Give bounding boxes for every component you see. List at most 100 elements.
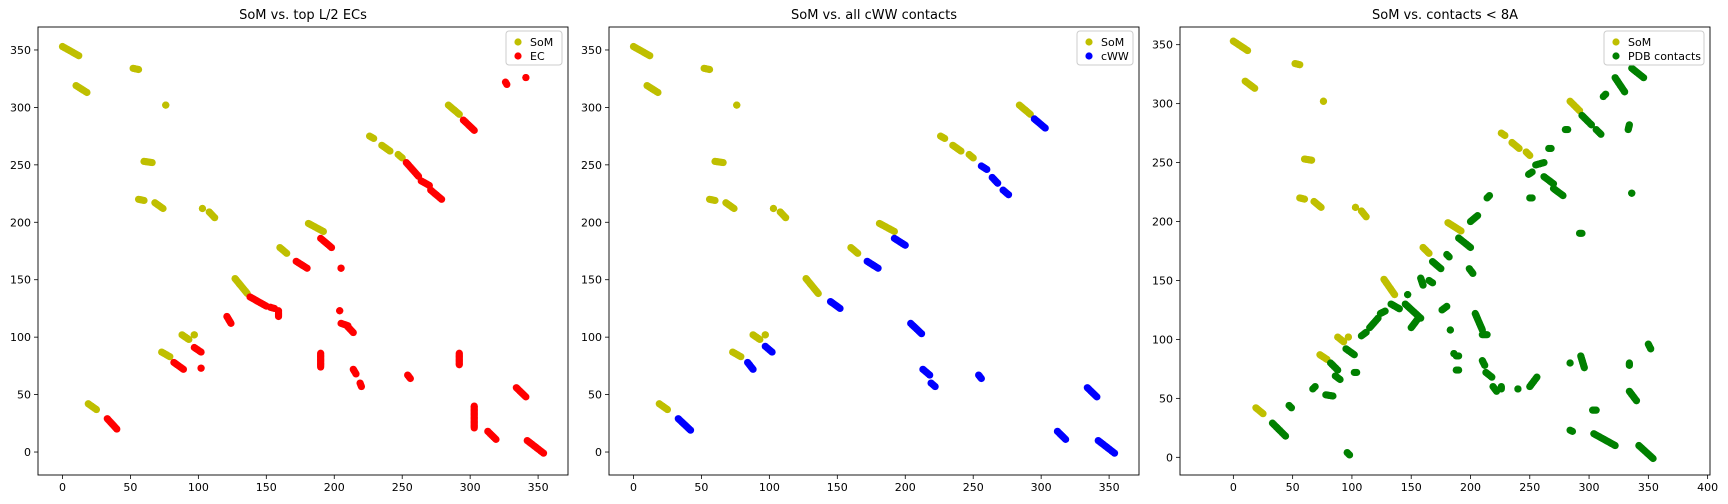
scatter-point <box>470 424 478 432</box>
scatter-point <box>1455 366 1463 374</box>
scatter-point <box>654 88 662 97</box>
legend-marker <box>1085 52 1093 60</box>
legend-marker <box>514 52 522 60</box>
x-tick-label: 250 <box>392 481 413 494</box>
scatter-point <box>1311 382 1319 391</box>
scatter-point <box>646 52 654 60</box>
series-cww <box>674 115 1119 457</box>
scatter-point <box>1317 203 1325 211</box>
scatter-point <box>686 426 695 434</box>
scatter-point <box>730 204 738 213</box>
y-tick-label: 150 <box>581 274 602 287</box>
scatter-point <box>1026 110 1034 118</box>
scatter-point <box>1514 385 1522 393</box>
legend-label: PDB contacts <box>1628 50 1701 63</box>
scatter-point <box>455 361 463 369</box>
scatter-point <box>337 264 345 272</box>
scatter-point <box>370 134 378 143</box>
scatter-point <box>1093 393 1101 401</box>
x-tick-label: 100 <box>188 481 209 494</box>
scatter-point <box>1319 97 1328 105</box>
scatter-point <box>1300 195 1309 203</box>
scatter-point <box>1597 130 1605 138</box>
series-pdb-contacts <box>1268 64 1657 463</box>
x-tick-label: 100 <box>759 481 780 494</box>
x-tick-label: 300 <box>1579 481 1600 494</box>
y-tick-label: 0 <box>1166 451 1173 464</box>
chart-title: SoM vs. contacts < 8A <box>1372 8 1518 23</box>
scatter-point <box>1243 46 1252 55</box>
scatter-point <box>198 204 207 213</box>
scatter-point <box>75 52 83 60</box>
scatter-point <box>1587 121 1596 129</box>
chart-title: SoM vs. all cWW contacts <box>791 8 957 23</box>
legend-label: SoM <box>530 36 553 49</box>
scatter-point <box>1110 449 1119 457</box>
scatter-point <box>134 65 143 74</box>
chart-panel-3: SoM vs. contacts < 8A 0 50 100 150 200 250 300 3… <box>1152 8 1718 494</box>
scatter-point <box>274 312 283 321</box>
scatter-point <box>1287 404 1296 412</box>
scatter-point <box>283 249 291 257</box>
y-tick-label: 50 <box>17 389 31 402</box>
series-som <box>629 42 1034 414</box>
scatter-point <box>994 179 1002 187</box>
scatter-point <box>303 264 311 272</box>
scatter-point <box>211 214 219 222</box>
scatter-point <box>836 304 844 313</box>
scatter-point <box>1419 281 1427 289</box>
y-tick-label: 100 <box>1152 333 1173 346</box>
scatter-point <box>756 335 764 344</box>
scatter-point <box>185 335 193 344</box>
scatter-point <box>1580 364 1588 372</box>
scatter-point <box>1340 338 1348 346</box>
scatter-point <box>1625 361 1633 369</box>
data-points <box>1229 37 1657 463</box>
y-tick-label: 250 <box>1152 157 1173 170</box>
y-tick-label: 200 <box>1152 216 1173 229</box>
chart-title: SoM vs. top L/2 ECs <box>239 8 367 23</box>
y-tick-label: 300 <box>1152 98 1173 111</box>
scatter-point <box>438 195 446 203</box>
scatter-point <box>1414 314 1422 322</box>
y-tick-label: 100 <box>581 331 602 344</box>
scatter-point <box>1428 279 1437 287</box>
x-tick-label: 50 <box>694 481 708 494</box>
x-tick-label: 300 <box>460 481 481 494</box>
scatter-point <box>1488 373 1496 381</box>
scatter-point <box>1425 249 1433 257</box>
scatter-point <box>197 348 205 356</box>
scatter-point <box>190 331 198 339</box>
scatter-point <box>1540 158 1548 167</box>
scatter-point <box>1602 90 1610 98</box>
scatter-point <box>977 374 985 383</box>
y-tick-label: 300 <box>10 101 31 114</box>
scatter-point <box>957 147 965 155</box>
scatter-point <box>1547 144 1555 153</box>
x-tick-label: 0 <box>630 481 637 494</box>
x-tick-label: 350 <box>528 481 549 494</box>
scatter-point <box>1501 131 1509 140</box>
y-tick-label: 50 <box>1159 392 1173 405</box>
scatter-point <box>162 101 170 109</box>
scatter-point <box>1353 368 1361 377</box>
scatter-point <box>733 101 741 109</box>
x-tick-label: 50 <box>1286 481 1300 494</box>
legend-box <box>1603 30 1705 66</box>
scatter-point <box>663 405 672 414</box>
x-tick-label: 250 <box>1519 481 1540 494</box>
y-tick-label: 350 <box>581 44 602 57</box>
scatter-point <box>148 158 156 167</box>
scatter-point <box>470 126 478 134</box>
scatter-point <box>455 110 463 118</box>
series-som <box>1229 37 1584 418</box>
scatter-point <box>1649 454 1657 463</box>
scatter-point <box>522 393 530 401</box>
legend-label: SoM <box>1101 36 1124 49</box>
scatter-point <box>327 243 336 252</box>
scatter-point <box>1395 305 1403 313</box>
scatter-point <box>1381 307 1389 315</box>
x-tick-label: 150 <box>827 481 848 494</box>
scatter-point <box>1640 74 1648 82</box>
scatter-point <box>1592 406 1600 414</box>
